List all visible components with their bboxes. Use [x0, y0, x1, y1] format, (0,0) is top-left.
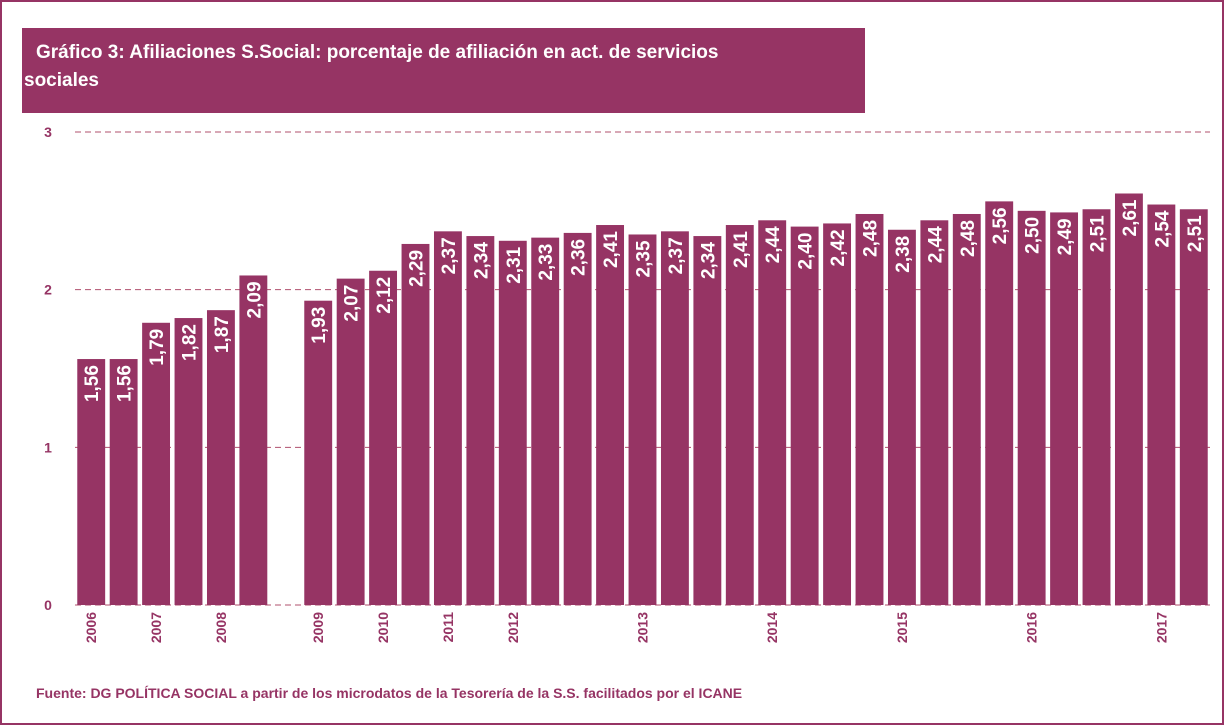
x-tick-label: 2009: [310, 612, 326, 643]
data-label: 1,82: [180, 324, 201, 361]
y-tick-label: 1: [44, 439, 52, 455]
data-label: 1,79: [147, 329, 168, 366]
data-label: 2,37: [439, 237, 460, 274]
x-tick-label: 2015: [894, 612, 910, 643]
chart-title: Gráfico 3: Afiliaciones S.Social: porcen…: [24, 42, 718, 91]
data-label: 2,12: [374, 277, 395, 314]
data-label: 2,54: [1152, 210, 1173, 247]
data-label: 2,31: [504, 246, 525, 283]
data-label: 1,56: [115, 365, 136, 402]
data-label: 2,44: [763, 226, 784, 263]
data-label: 1,56: [82, 365, 103, 402]
bar: [1050, 212, 1079, 605]
bar: [401, 243, 430, 605]
data-label: 2,41: [601, 231, 622, 268]
bar: [660, 231, 689, 605]
bar: [498, 240, 527, 606]
data-label: 2,38: [893, 236, 914, 273]
bar: [206, 310, 235, 605]
data-label: 2,37: [666, 237, 687, 274]
bar: [563, 232, 592, 605]
bar: [433, 231, 462, 605]
bar: [725, 225, 754, 606]
bar: [693, 236, 722, 605]
data-label: 2,36: [569, 239, 590, 276]
source-note: Fuente: DG POLÍTICA SOCIAL a partir de l…: [36, 685, 742, 701]
data-label: 2,35: [634, 240, 655, 277]
data-label: 2,41: [731, 231, 752, 268]
data-label: 2,42: [828, 229, 849, 266]
title-line: Gráfico 3: Afiliaciones S.Social: porcen…: [36, 42, 718, 63]
y-tick-label: 0: [44, 597, 52, 613]
bar: [855, 213, 884, 605]
x-tick-label: 2016: [1024, 612, 1040, 643]
x-tick-label: 2006: [83, 612, 99, 643]
bar: [142, 322, 171, 605]
bar: [336, 278, 365, 605]
data-label: 2,29: [407, 250, 428, 287]
bar: [109, 359, 138, 605]
data-label: 2,48: [958, 220, 979, 257]
x-tick-label: 2012: [505, 612, 521, 643]
bar: [790, 226, 819, 605]
bar: [1147, 204, 1176, 605]
data-label: 2,09: [244, 281, 265, 318]
bar: [1017, 210, 1046, 606]
data-label: 2,50: [1023, 217, 1044, 254]
bar: [920, 220, 949, 605]
bar: [304, 300, 333, 605]
x-tick-label: 2010: [375, 612, 391, 643]
title-line: sociales: [24, 70, 99, 91]
data-label: 2,51: [1088, 215, 1109, 252]
y-tick-label: 2: [44, 282, 52, 298]
data-label: 2,44: [925, 226, 946, 263]
bar: [239, 275, 268, 605]
bar: [596, 225, 625, 606]
bar: [952, 213, 981, 605]
data-label: 2,40: [796, 233, 817, 270]
data-label: 2,34: [471, 242, 492, 279]
x-tick-label: 2017: [1153, 612, 1169, 643]
data-label: 2,56: [990, 207, 1011, 244]
bar: [369, 270, 398, 605]
y-tick-label: 3: [44, 124, 52, 140]
bar: [985, 201, 1014, 605]
data-label: 2,33: [536, 244, 557, 281]
data-label: 2,07: [342, 285, 363, 322]
bar: [466, 236, 495, 605]
data-label: 2,51: [1185, 215, 1206, 252]
x-tick-label: 2014: [764, 612, 780, 643]
x-tick-label: 2011: [440, 612, 456, 643]
bar: [823, 223, 852, 606]
data-label: 1,93: [309, 307, 330, 344]
data-label: 2,61: [1120, 199, 1141, 236]
bar: [1114, 193, 1143, 606]
bar: [77, 359, 106, 605]
bar: [887, 229, 916, 605]
bar: [758, 220, 787, 605]
bar: [1082, 209, 1111, 606]
x-tick-label: 2013: [635, 612, 651, 643]
data-label: 2,48: [861, 220, 882, 257]
bar: [174, 318, 203, 605]
x-tick-label: 2007: [148, 612, 164, 643]
data-label: 2,34: [698, 242, 719, 279]
title-box: [22, 28, 865, 113]
x-tick-label: 2008: [213, 612, 229, 643]
bar: [1179, 209, 1208, 606]
bar: [628, 234, 657, 605]
bar: [531, 237, 560, 606]
data-label: 2,49: [1055, 218, 1076, 255]
data-label: 1,87: [212, 316, 233, 353]
